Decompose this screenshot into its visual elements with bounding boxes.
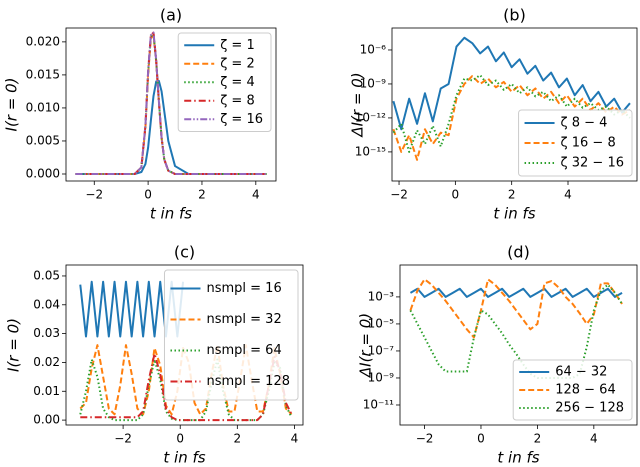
x-tick-label: 2: [534, 432, 542, 446]
y-tick-label: 0.010: [26, 100, 60, 114]
legend: ζ 8 − 4 ζ 16 − 8 ζ 32 − 16: [518, 109, 633, 177]
y-tick-label: 0.020: [26, 34, 60, 48]
panel: −2 0 2 4 0.00 0.01 0.02 0.03 0.04 0.05 (c) t in fs I…: [5, 243, 304, 467]
series-line: [79, 344, 293, 416]
axes-frame: [65, 27, 277, 182]
legend-label: 256 − 128: [555, 401, 624, 416]
x-axis-label: t in fs: [497, 449, 539, 467]
x-tick-label: −2: [390, 188, 408, 202]
legend-box: [512, 359, 633, 421]
series-line: [409, 278, 623, 339]
y-tick-label: 0.02: [33, 355, 60, 369]
x-tick-label: 0: [176, 432, 184, 446]
series-line: [392, 36, 631, 131]
y-tick-label: 10⁻¹⁵: [355, 144, 386, 158]
chart-title: (d): [507, 243, 530, 262]
chart-title: (c): [174, 243, 195, 262]
y-tick-label: 0.03: [33, 326, 60, 340]
y-tick-label: 10⁻¹¹: [363, 397, 394, 411]
x-tick-label: 0: [452, 188, 460, 202]
x-tick-label: 0: [144, 188, 152, 202]
legend-label: ζ = 4: [220, 75, 255, 90]
legend-label: 64 − 32: [555, 365, 607, 380]
series-line: [75, 31, 267, 175]
series-line: [80, 352, 293, 422]
y-tick-label: 0.04: [33, 297, 60, 311]
legend-label: nsmpl = 16: [206, 281, 281, 296]
series-line: [409, 287, 623, 298]
y-tick-label: 10⁻¹²: [355, 110, 386, 124]
x-tick-label: −2: [85, 188, 103, 202]
x-tick-label: −2: [114, 432, 132, 446]
y-axis-label: I(r = 0): [3, 78, 21, 132]
panel: −2 0 2 4 0.000 0.005 0.010 0.015 0.020 (a) t in fs…: [3, 6, 277, 223]
y-tick-label: 0.01: [33, 384, 60, 398]
legend-label: nsmpl = 64: [206, 343, 281, 358]
axes-frame: [65, 264, 304, 426]
y-tick-label: 10⁻⁵: [368, 316, 395, 330]
legend-box: [163, 269, 299, 401]
legend-label: ζ = 1: [220, 38, 255, 53]
legend: ζ = 1 ζ = 2 ζ = 4 ζ = 8 ζ = 16: [177, 32, 272, 132]
legend-label: nsmpl = 128: [206, 374, 290, 389]
y-tick-label: 10⁻⁹: [368, 370, 395, 384]
axes-frame: [399, 264, 638, 426]
x-tick-label: 4: [291, 432, 299, 446]
chart-title: (a): [160, 6, 182, 25]
y-axis-label: ΔI(r = 0): [357, 313, 375, 378]
y-tick-label: 10⁻³: [368, 289, 395, 303]
axes-frame: [391, 27, 638, 182]
chart-title: (b): [503, 6, 526, 25]
series-group: [75, 31, 267, 175]
legend-box: [518, 109, 633, 177]
x-tick-label: 4: [564, 188, 572, 202]
legend-box: [177, 32, 272, 132]
y-axis-label: ΔI(r = 0): [349, 72, 367, 137]
panel: −2 0 2 4 10⁻³ 10⁻⁵ 10⁻⁷ 10⁻⁹ 10⁻¹¹ (d) t in fs ΔI(r…: [357, 243, 638, 467]
x-tick-label: −2: [416, 432, 434, 446]
legend-label: ζ 8 − 4: [561, 116, 608, 131]
x-axis-label: t in fs: [493, 205, 535, 223]
legend-label: ζ = 8: [220, 93, 255, 108]
x-tick-label: 4: [252, 188, 260, 202]
x-tick-label: 2: [508, 188, 516, 202]
y-tick-label: 0.05: [33, 268, 60, 282]
legend-label: ζ 32 − 16: [561, 156, 624, 171]
legend-label: ζ = 16: [220, 112, 263, 127]
x-tick-label: 2: [198, 188, 206, 202]
y-tick-label: 0.000: [26, 166, 60, 180]
legend: nsmpl = 16 nsmpl = 32 nsmpl = 64 nsmpl = 12…: [163, 269, 299, 401]
series-group: [409, 278, 623, 379]
y-tick-label: 10⁻⁷: [368, 343, 395, 357]
x-tick-label: 4: [590, 432, 598, 446]
y-tick-label: 10⁻⁹: [360, 76, 387, 90]
y-axis-label: I(r = 0): [5, 318, 23, 372]
y-tick-label: 0.00: [33, 413, 60, 427]
x-axis-label: t in fs: [163, 449, 205, 467]
panel: −2 0 2 4 10⁻⁶ 10⁻⁹ 10⁻¹² 10⁻¹⁵ (b) t in fs ΔI(r = …: [349, 6, 638, 223]
legend-label: nsmpl = 32: [206, 312, 281, 327]
legend-label: ζ 16 − 8: [561, 136, 616, 151]
legend: 64 − 32 128 − 64 256 − 128: [512, 359, 633, 421]
legend-label: ζ = 2: [220, 56, 255, 71]
x-tick-label: 0: [477, 432, 485, 446]
x-axis-label: t in fs: [150, 205, 192, 223]
series-line: [79, 358, 293, 422]
y-tick-label: 10⁻⁶: [360, 42, 387, 56]
x-tick-label: 2: [234, 432, 242, 446]
y-tick-label: 0.005: [26, 133, 60, 147]
y-tick-label: 0.015: [26, 67, 60, 81]
legend-label: 128 − 64: [555, 383, 616, 398]
